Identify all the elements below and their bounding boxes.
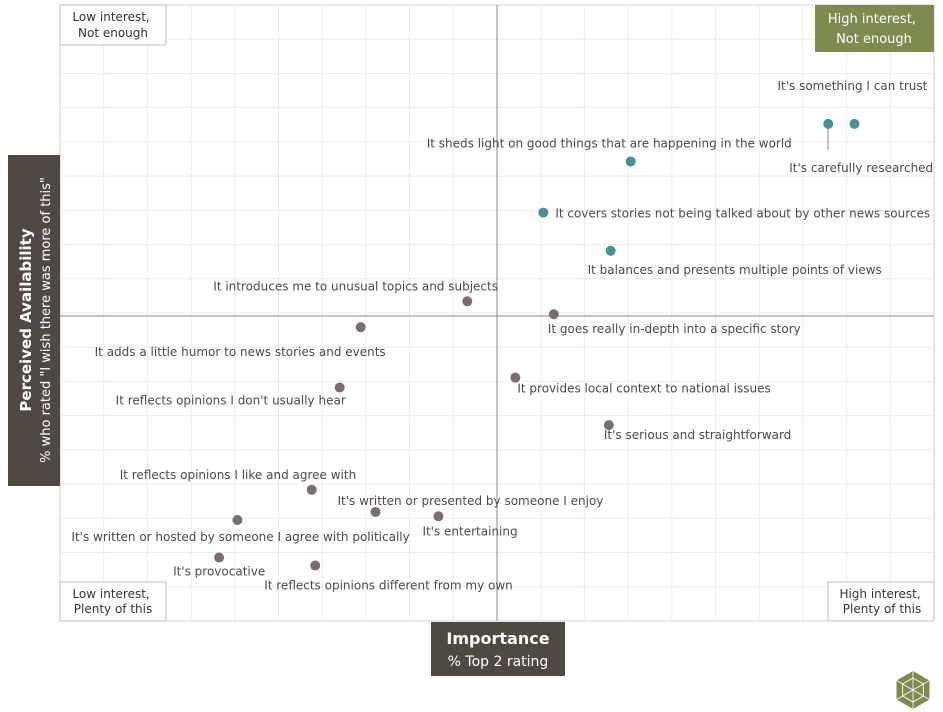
data-point [823,118,834,129]
quadrant-top-left-line1: Low interest, [72,10,149,24]
data-point [605,245,616,256]
y-axis-title: Perceived Availability [17,228,35,411]
data-point [334,382,345,393]
data-point [214,552,225,563]
data-label: It covers stories not being talked about… [555,207,930,221]
data-point [625,156,636,167]
data-label: It introduces me to unusual topics and s… [213,279,498,293]
svg-text:Low interest, Plenty of: Low interest, Plenty of this [72,587,153,616]
data-point [510,372,521,383]
data-label: It's carefully researched [789,161,933,175]
data-label: It's written or presented by someone I e… [338,494,604,508]
quadrant-bottom-right: High interest, Plenty of this [827,581,935,622]
data-point [355,322,366,333]
quadrant-bottom-right-line2: Plenty of this [843,602,921,616]
x-axis-subtitle: % Top 2 rating [448,654,549,670]
x-axis-label: Importance % Top 2 rating [431,622,565,676]
data-label: It goes really in-depth into a specific … [548,322,801,336]
data-point [306,484,317,495]
data-label: It's serious and straightforward [604,428,791,442]
data-label: It's something I can trust [777,79,927,93]
data-label: It adds a little humor to news stories a… [95,345,386,359]
data-label: It's written or hosted by someone I agre… [71,530,409,544]
data-label: It's provocative [173,565,265,579]
data-label: It reflects opinions I like and agree wi… [120,468,356,482]
quadrant-top-right: High interest, Not enough [815,5,934,52]
data-point [370,506,381,517]
data-point [462,296,473,307]
quadrant-top-right-line1: High interest, [828,12,916,27]
x-axis-title: Importance [446,629,549,648]
data-label: It provides local context to national is… [517,382,770,396]
quadrant-bottom-left: Low interest, Plenty of this [59,581,167,622]
svg-text:Low interest, Not enough: Low interest, Not enough [72,10,153,40]
quadrant-top-left: Low interest, Not enough [59,4,167,46]
quadrant-bottom-right-line1: High interest, [839,587,920,601]
logo-icon [896,671,930,709]
data-label: It balances and presents multiple points… [588,263,882,277]
svg-text:High interest, Plenty of: High interest, Plenty of this [839,587,924,616]
svg-text:High interest, Not enoug: High interest, Not enough [828,12,920,47]
data-point [849,118,860,129]
data-points [214,118,860,571]
data-point [538,207,549,218]
quadrant-top-left-line2: Not enough [78,26,148,40]
data-point [310,560,321,571]
data-labels: It's something I can trust It's carefully… [71,79,933,593]
data-point [603,420,614,431]
y-axis-subtitle: % who rated "I wish there was more of th… [39,177,54,463]
data-point [548,309,559,320]
data-point [232,514,243,525]
data-label: It reflects opinions different from my o… [264,579,513,593]
data-point [433,511,444,522]
quadrant-top-right-line2: Not enough [836,32,912,47]
data-label: It reflects opinions I don't usually hea… [116,394,346,408]
y-axis-label: Perceived Availability % who rated "I wi… [8,155,60,486]
data-label: It's entertaining [422,524,517,538]
quadrant-bottom-left-line2: Plenty of this [74,602,152,616]
data-label: It sheds light on good things that are h… [427,136,792,150]
quadrant-bottom-left-line1: Low interest, [72,587,149,601]
